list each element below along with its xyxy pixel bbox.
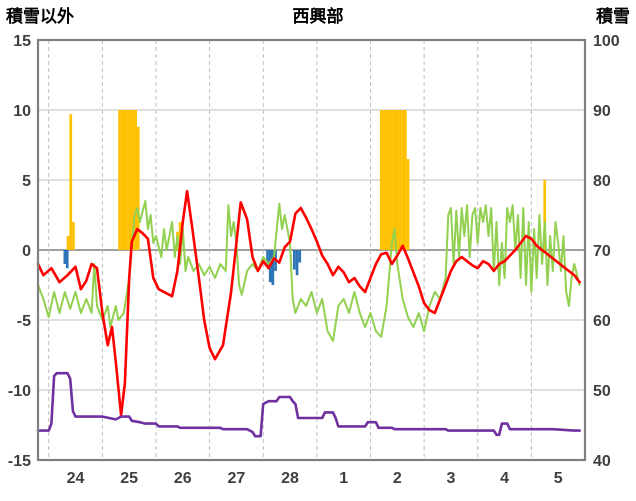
blue-bars <box>65 250 69 269</box>
x-tick-label: 26 <box>174 470 192 487</box>
x-tick-label: 24 <box>67 470 85 487</box>
blue-bars <box>271 250 275 285</box>
orange-bars <box>390 110 394 250</box>
x-tick-label: 5 <box>554 470 563 487</box>
orange-bars <box>66 236 70 250</box>
blue-bars <box>63 250 67 264</box>
orange-bars <box>393 110 396 250</box>
right-tick-label: 60 <box>593 313 611 330</box>
orange-bars <box>406 159 410 250</box>
x-tick-label: 1 <box>339 470 348 487</box>
orange-bars <box>128 110 132 250</box>
orange-bars <box>134 110 137 250</box>
blue-bars <box>266 250 269 267</box>
orange-bars <box>382 110 386 250</box>
green-line <box>37 200 581 342</box>
x-tick-label: 28 <box>281 470 299 487</box>
orange-bars <box>69 114 73 250</box>
orange-bars <box>136 126 140 250</box>
orange-bars <box>126 110 129 250</box>
orange-bars <box>543 180 547 250</box>
right-tick-label: 50 <box>593 383 611 400</box>
orange-bars <box>401 110 404 250</box>
orange-bars <box>379 110 383 250</box>
left-axis-title: 積雪以外 <box>6 7 74 26</box>
x-tick-label: 25 <box>120 470 138 487</box>
blue-bars <box>295 250 299 276</box>
right-tick-label: 80 <box>593 173 611 190</box>
right-axis-title: 積雪 <box>596 7 630 26</box>
orange-bars <box>123 110 127 250</box>
left-tick-label: -10 <box>8 383 31 400</box>
orange-bars <box>131 110 135 250</box>
orange-bars <box>398 110 402 250</box>
left-tick-label: 15 <box>13 33 31 50</box>
orange-bars <box>404 110 407 250</box>
left-tick-label: 5 <box>22 173 31 190</box>
right-tick-label: 70 <box>593 243 611 260</box>
purple-line <box>36 371 581 438</box>
plot-border <box>36 38 587 462</box>
blue-bars <box>293 250 296 270</box>
left-tick-label: 10 <box>13 103 31 120</box>
orange-bars <box>387 110 391 250</box>
left-tick-label: -15 <box>8 453 31 470</box>
right-tick-label: 100 <box>593 33 620 50</box>
orange-bars <box>72 222 75 250</box>
blue-bars <box>298 250 302 263</box>
right-tick-label: 40 <box>593 453 611 470</box>
x-tick-label: 3 <box>446 470 455 487</box>
left-tick-label: -5 <box>17 313 31 330</box>
x-tick-label: 2 <box>393 470 402 487</box>
orange-bars <box>118 110 121 250</box>
orange-bars <box>120 110 124 250</box>
x-tick-label: 27 <box>228 470 246 487</box>
x-tick-label: 4 <box>500 470 509 487</box>
orange-bars <box>396 110 399 250</box>
orange-bars <box>385 110 388 250</box>
red-line <box>36 189 581 417</box>
left-tick-label: 0 <box>22 243 31 260</box>
right-tick-label: 90 <box>593 103 611 120</box>
